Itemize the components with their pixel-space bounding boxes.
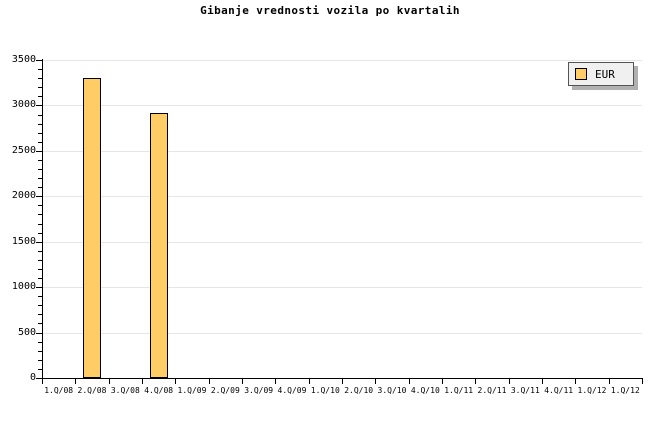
x-tick [442,379,443,384]
y-tick-minor [38,323,42,325]
x-tick [509,379,510,384]
gridline [42,332,642,334]
x-axis-tick-label: 1.Q/11 [444,386,474,395]
x-axis-tick-label: 3.Q/10 [377,386,407,395]
y-axis-labels: 0 500 1000 1500 2000 2500 3000 3500 [0,0,36,440]
y-tick-minor [38,141,42,143]
chart-title: Gibanje vrednosti vozila po kvartalih [200,4,460,17]
plot-area [42,60,642,378]
y-tick-major [36,105,42,107]
y-tick-major [36,241,42,243]
y-tick-minor [38,69,42,71]
y-axis-tick-label: 0 [29,372,36,383]
y-axis-tick-label: 500 [17,326,36,338]
x-tick [109,379,110,384]
y-axis-tick-label: 2000 [11,190,36,202]
y-axis-tick-label: 3500 [11,54,36,65]
y-tick-minor [38,169,42,171]
gridline [42,241,642,243]
x-axis-tick-label: 4.Q/08 [144,386,174,395]
y-tick-minor [38,341,42,343]
x-axis-tick-label: 4.Q/11 [544,386,574,395]
x-tick [309,379,310,384]
gridline [42,150,642,152]
y-tick-minor [38,78,42,80]
x-axis-tick-label: 1.Q/10 [310,386,340,395]
x-tick [209,379,210,384]
y-tick-minor [38,178,42,180]
x-axis-tick-label: 1.Q/12 [610,386,640,395]
x-tick [242,379,243,384]
y-axis-tick-label: 2500 [11,144,36,156]
y-tick-minor [38,268,42,270]
x-axis-tick-label: 2.Q/10 [344,386,374,395]
y-tick-minor [38,278,42,280]
x-tick [75,379,76,384]
y-tick-minor [38,205,42,207]
x-axis-tick-label: 3.Q/11 [510,386,540,395]
y-tick-minor [38,359,42,361]
y-tick-major [36,150,42,152]
gridline [42,287,642,289]
y-tick-minor [38,314,42,316]
y-tick-major [36,287,42,289]
x-tick [642,379,643,384]
legend-label-eur: EUR [595,67,615,81]
x-axis-tick-label: 2.Q/09 [210,386,240,395]
x-axis-tick-label: 2.Q/11 [477,386,507,395]
y-tick-minor [38,159,42,161]
x-axis-tick-label: 4.Q/09 [277,386,307,395]
bar[interactable] [150,113,168,378]
x-tick [575,379,576,384]
y-tick-minor [38,132,42,134]
y-tick-major [36,378,42,379]
y-tick-minor [38,296,42,298]
x-tick [275,379,276,384]
x-tick [142,379,143,384]
y-tick-minor [38,305,42,307]
y-tick-minor [38,223,42,225]
x-axis-tick-label: 3.Q/08 [110,386,140,395]
x-axis-tick-label: 1.Q/12 [577,386,607,395]
x-tick [175,379,176,384]
gridline [42,196,642,198]
x-tick [42,379,43,384]
chart-legend[interactable]: EUR [568,62,634,86]
y-tick-minor [38,123,42,125]
y-axis-tick-label: 1000 [11,281,36,293]
y-tick-major [36,196,42,198]
x-tick [409,379,410,384]
y-tick-minor [38,96,42,98]
x-tick [542,379,543,384]
y-axis-line [42,59,43,379]
x-tick [375,379,376,384]
gridline [42,105,642,107]
y-tick-minor [38,350,42,352]
legend-swatch-eur [575,68,587,80]
bar[interactable] [83,78,101,378]
x-tick [609,379,610,384]
x-axis-line [42,378,643,379]
y-tick-major [36,332,42,334]
y-tick-minor [38,87,42,89]
x-axis-tick-label: 4.Q/10 [410,386,440,395]
x-axis-tick-label: 1.Q/09 [177,386,207,395]
y-tick-major [36,60,42,61]
y-tick-minor [38,250,42,252]
x-axis-tick-label: 1.Q/08 [44,386,74,395]
y-tick-minor [38,232,42,234]
y-tick-minor [38,259,42,261]
x-axis-tick-label: 2.Q/08 [77,386,107,395]
gridline [42,60,642,61]
x-axis-tick-label: 3.Q/09 [244,386,274,395]
x-tick [342,379,343,384]
y-tick-minor [38,214,42,216]
x-tick [475,379,476,384]
y-tick-minor [38,368,42,370]
y-tick-minor [38,187,42,189]
y-tick-minor [38,114,42,116]
y-axis-tick-label: 1500 [11,235,36,247]
y-axis-tick-label: 3000 [11,99,36,111]
